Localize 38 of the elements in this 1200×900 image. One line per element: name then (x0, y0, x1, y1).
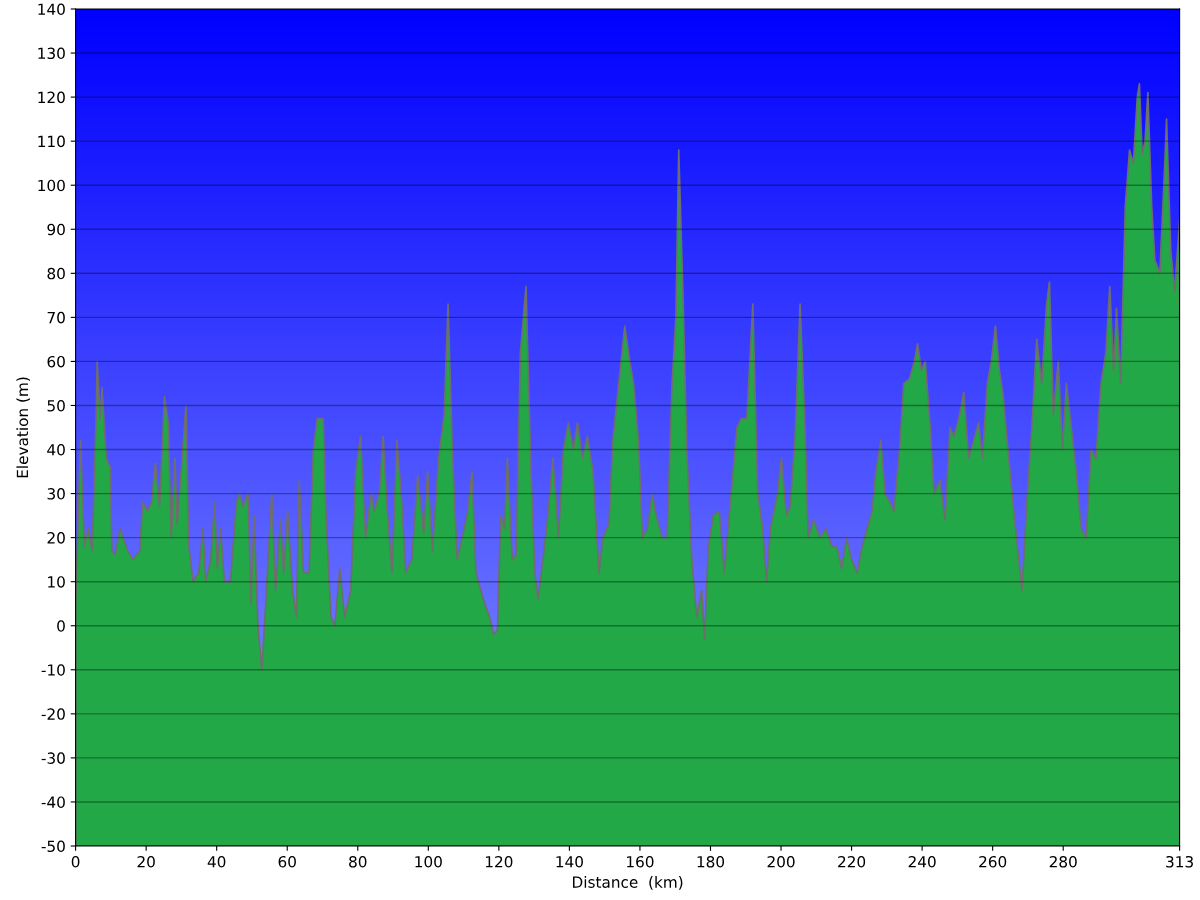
x-tick-label: 160 (627, 855, 654, 868)
y-tick-label: 100 (38, 179, 65, 192)
y-tick-label: -30 (41, 752, 65, 764)
y-tick-label: -40 (41, 796, 65, 808)
y-axis-title: Elevation (m) (16, 377, 30, 478)
x-tick-label: 120 (485, 855, 513, 868)
y-tick-label: -10 (41, 664, 65, 676)
x-tick-label: 240 (908, 855, 936, 868)
y-tick-label: -20 (41, 708, 65, 720)
y-tick-label: 0 (57, 620, 65, 632)
x-tick-label: 260 (979, 855, 1007, 868)
y-tick-label: 40 (47, 443, 65, 456)
y-tick-label: 140 (38, 3, 65, 16)
y-tick-label: 110 (38, 135, 65, 148)
x-tick-label: 100 (415, 855, 442, 868)
x-tick-label: 140 (556, 855, 583, 868)
y-tick-label: 70 (47, 311, 65, 324)
x-axis-title: Distance (km) (573, 876, 683, 890)
x-tick-label: 280 (1049, 855, 1077, 868)
y-tick-label: 80 (47, 267, 65, 280)
y-tick-label: 120 (38, 91, 65, 104)
x-tick-label: 200 (767, 855, 795, 868)
y-tick-label: 20 (47, 532, 65, 544)
y-tick-label: 90 (47, 223, 65, 236)
y-tick-label: 60 (47, 355, 65, 368)
y-tick-label: 130 (38, 47, 65, 60)
x-tick-label: 180 (697, 855, 725, 868)
x-tick-label: 40 (207, 855, 226, 868)
x-tick-label: 80 (349, 855, 367, 868)
x-tick-label: 60 (278, 855, 296, 868)
y-tick-label: 30 (47, 488, 65, 500)
x-tick-label: 313 (1166, 855, 1193, 868)
x-tick-label: 220 (838, 855, 866, 868)
y-tick-label: 50 (47, 399, 65, 412)
y-tick-label: 10 (48, 576, 65, 588)
y-tick-label: -50 (41, 840, 65, 853)
x-tick-label: 0 (71, 855, 80, 868)
x-tick-label: 20 (137, 855, 155, 868)
